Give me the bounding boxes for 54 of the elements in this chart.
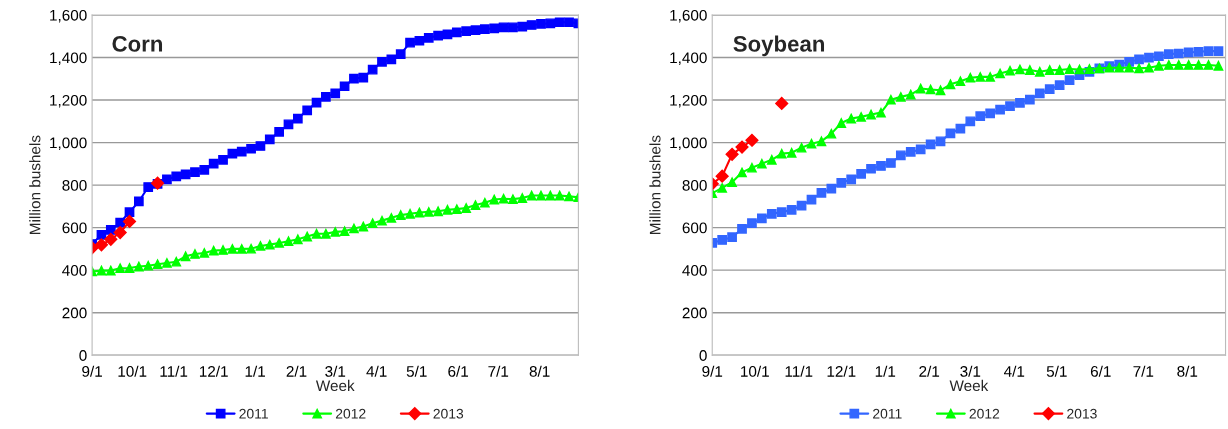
x-tick-label: 7/1 — [488, 365, 509, 377]
x-tick-label: 11/1 — [160, 365, 188, 377]
x-tick-label: 1/1 — [245, 365, 265, 377]
legend-label: 2012 — [969, 408, 1000, 419]
y-tick-label: 1,000 — [50, 137, 87, 151]
x-tick-label: 12/1 — [199, 365, 228, 377]
y-tick-label: 1,200 — [50, 94, 87, 108]
x-tick-label: 10/1 — [741, 365, 769, 377]
x-tick-label: 2/1 — [286, 365, 307, 377]
x-tick-label: 3/1 — [960, 365, 981, 377]
x-tick-label: 9/1 — [702, 365, 723, 377]
y-axis-title: Million bushels — [29, 135, 41, 234]
legend-label: 2012 — [335, 408, 366, 419]
x-tick-label: 5/1 — [406, 365, 427, 377]
x-tick-label: 6/1 — [448, 365, 469, 377]
x-tick-label: 9/1 — [82, 365, 102, 377]
y-axis-title: Million bushels — [649, 135, 661, 234]
y-tick-label: 600 — [682, 222, 707, 234]
y-tick-label: 1,400 — [670, 52, 707, 66]
x-tick-label: 2/1 — [919, 365, 940, 377]
y-tick-label: 1,400 — [50, 52, 87, 66]
y-tick-label: 0 — [79, 350, 87, 361]
y-tick-label: 1,000 — [670, 137, 707, 151]
y-tick-label: 200 — [62, 307, 87, 319]
y-tick-label: 1,200 — [670, 94, 707, 108]
y-tick-label: 800 — [682, 179, 707, 191]
legend-label: 2013 — [1067, 408, 1097, 419]
legend-label: 2011 — [873, 408, 902, 419]
x-tick-label: 8/1 — [529, 365, 550, 377]
text: Corn — [112, 36, 163, 52]
x-tick-label: 1/1 — [875, 365, 896, 377]
y-tick-label: 800 — [62, 179, 87, 191]
x-tick-label: 10/1 — [118, 365, 147, 377]
x-tick-label: 12/1 — [827, 365, 856, 377]
y-tick-label: 1,600 — [50, 9, 87, 23]
x-tick-label: 11/1 — [785, 365, 813, 377]
y-tick-label: 200 — [682, 307, 707, 319]
x-tick-label: 7/1 — [1133, 365, 1154, 377]
y-tick-label: 1,600 — [670, 9, 707, 23]
text: Soybean — [733, 35, 825, 57]
legend-label: 2013 — [433, 408, 464, 419]
legend-label: 2011 — [239, 408, 268, 419]
x-tick-label: 3/1 — [325, 365, 346, 377]
y-tick-label: 400 — [682, 265, 707, 276]
y-tick-label: 600 — [62, 222, 87, 234]
x-axis-title: Week — [315, 379, 355, 392]
x-tick-label: 8/1 — [1177, 365, 1198, 377]
x-axis-title: Week — [949, 379, 989, 392]
x-tick-label: 4/1 — [366, 365, 387, 377]
x-tick-label: 6/1 — [1090, 365, 1111, 377]
x-tick-label: 4/1 — [1004, 365, 1025, 377]
y-tick-label: 400 — [62, 265, 87, 276]
x-tick-label: 5/1 — [1046, 365, 1067, 377]
y-tick-label: 0 — [699, 350, 707, 361]
